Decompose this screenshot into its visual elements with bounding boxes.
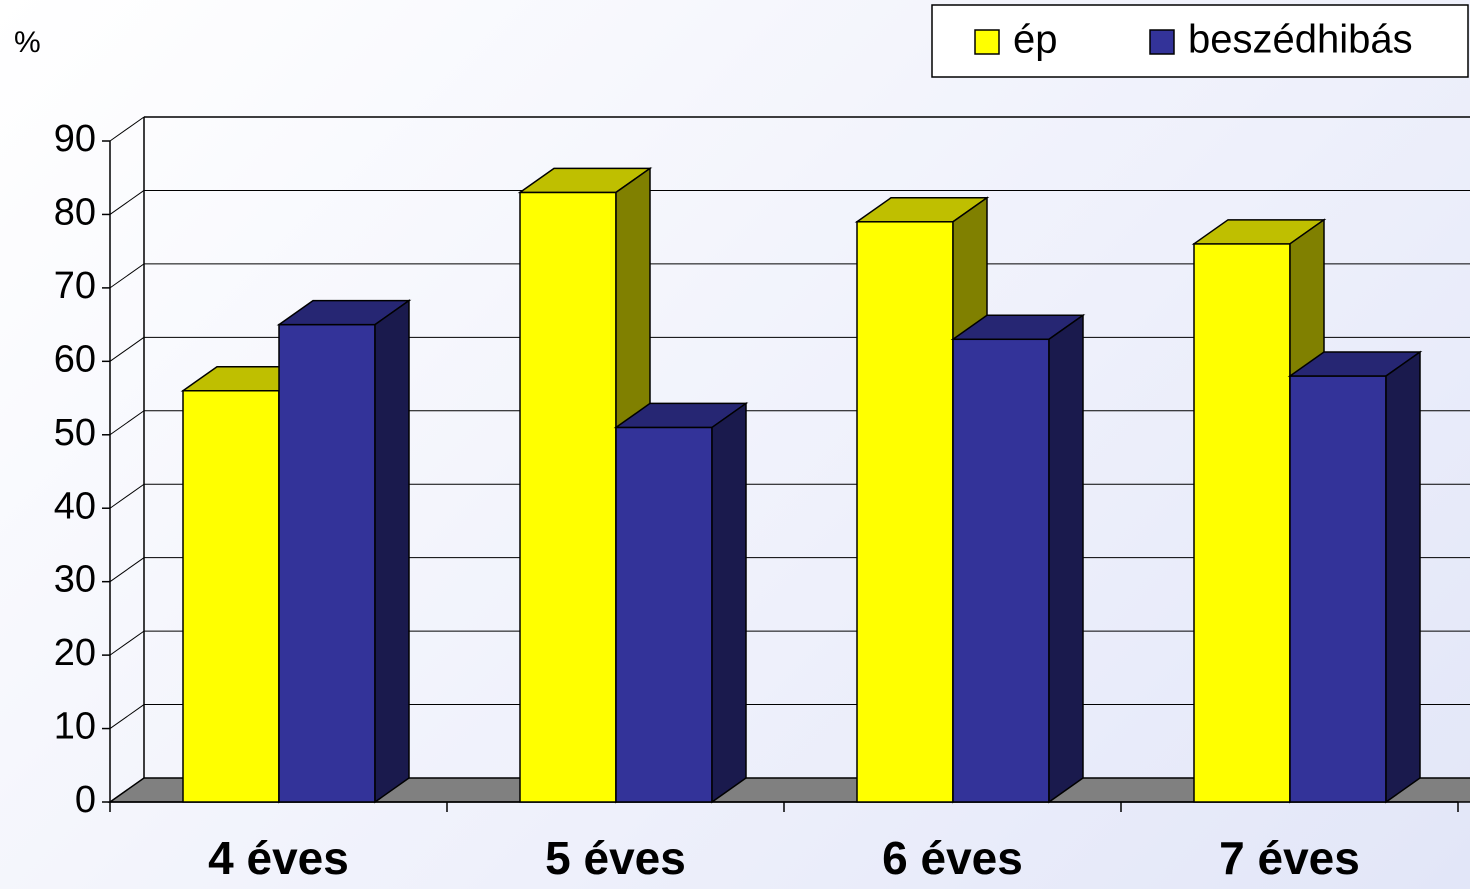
y-tick-label: 30 — [54, 559, 96, 601]
y-tick-label: 70 — [54, 265, 96, 307]
bar-side — [374, 299, 410, 804]
bar — [615, 426, 713, 803]
grid-line-side — [109, 336, 145, 362]
legend-label: ép — [1013, 18, 1058, 62]
x-tick-label: 4 éves — [208, 832, 349, 884]
bar-side — [1385, 350, 1421, 804]
bar — [952, 338, 1050, 803]
y-tick-label: 40 — [54, 485, 96, 527]
y-tick-label: 10 — [54, 706, 96, 748]
y-axis-label: % — [14, 26, 41, 59]
x-tick-label: 6 éves — [882, 832, 1023, 884]
bar — [278, 323, 376, 803]
bar — [1193, 243, 1291, 803]
grid-line-side — [109, 557, 145, 583]
grid-line-side — [109, 410, 145, 436]
grid-line-side — [109, 263, 145, 289]
y-tick-label: 60 — [54, 338, 96, 380]
y-tick-label: 20 — [54, 632, 96, 674]
y-tick-label: 90 — [54, 118, 96, 160]
legend-label: beszédhibás — [1188, 18, 1413, 62]
x-tick-label: 7 éves — [1219, 832, 1360, 884]
bar — [1289, 375, 1387, 803]
x-tick-label: 5 éves — [545, 832, 686, 884]
grid-line-side — [109, 630, 145, 656]
bar-side — [711, 401, 747, 804]
legend-swatch — [974, 29, 1000, 55]
bar-side — [1048, 313, 1084, 804]
y-tick-label: 0 — [75, 779, 96, 821]
grid-line-side — [109, 116, 145, 142]
y-tick-label: 80 — [54, 191, 96, 233]
grid-line-side — [109, 483, 145, 509]
grid-line-side — [109, 190, 145, 215]
bar — [519, 191, 617, 803]
bar — [182, 389, 280, 803]
legend-box — [931, 4, 1469, 78]
bar — [856, 221, 954, 803]
grid-line-side — [109, 704, 145, 729]
legend-swatch — [1149, 29, 1175, 55]
y-tick-label: 50 — [54, 412, 96, 454]
